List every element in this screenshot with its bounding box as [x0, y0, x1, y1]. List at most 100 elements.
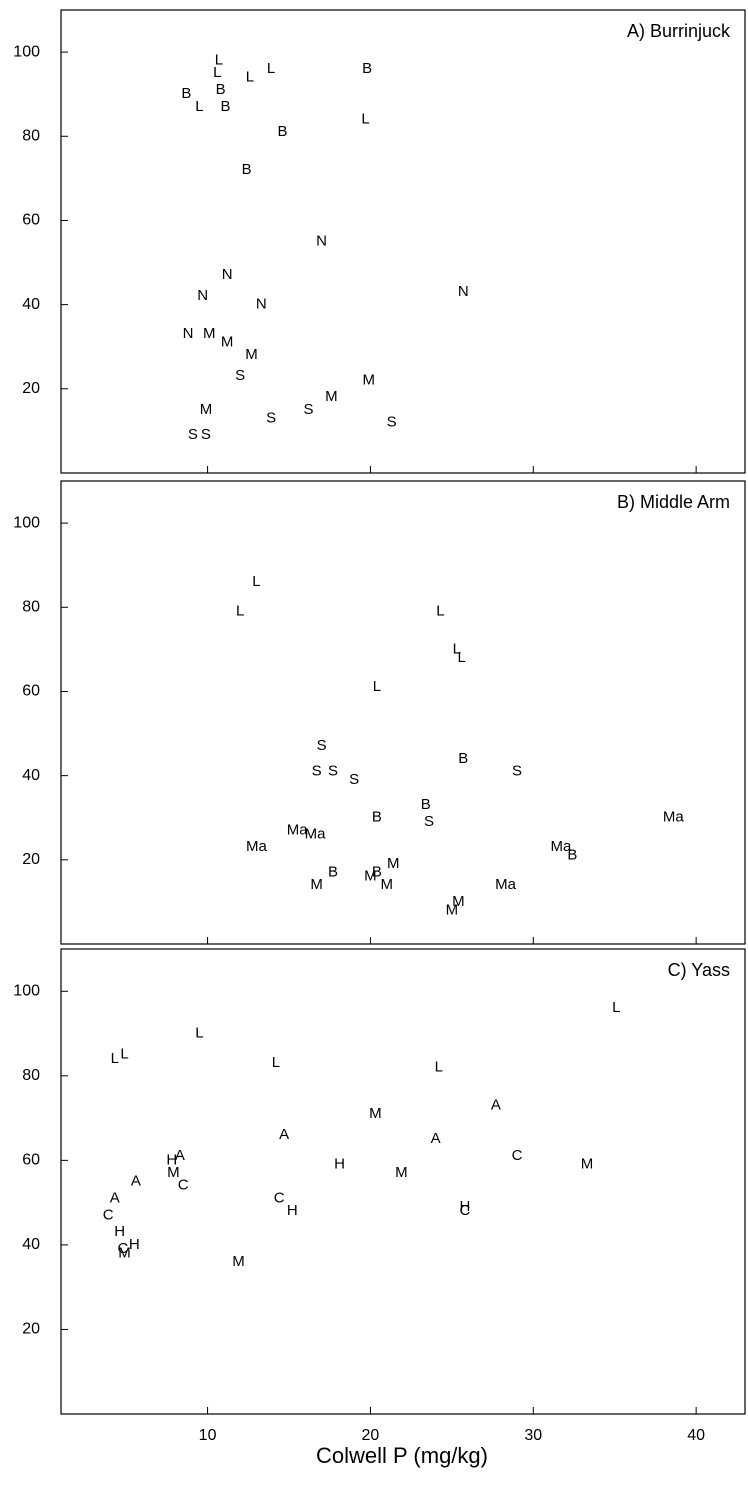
data-point: L [246, 68, 254, 85]
y-tick-label: 60 [22, 683, 40, 700]
data-point: M [395, 1164, 408, 1181]
data-point: Ma [246, 838, 267, 855]
data-point: L [120, 1046, 128, 1063]
data-point: N [458, 283, 469, 300]
data-point: N [222, 266, 233, 283]
data-point: Ma [495, 876, 516, 893]
data-point: M [245, 346, 258, 363]
data-point: M [221, 333, 234, 350]
data-point: L [612, 999, 620, 1016]
data-point: M [387, 855, 400, 872]
data-point: S [201, 426, 211, 443]
data-point: M [380, 876, 393, 893]
data-point: B [421, 796, 431, 813]
y-tick-label: 80 [22, 1067, 40, 1084]
panel-title: A) Burrinjuck [627, 21, 731, 41]
data-point: C [274, 1189, 285, 1206]
data-point: B [458, 750, 468, 767]
data-point: S [304, 401, 314, 418]
data-point: M [452, 893, 465, 910]
data-point: L [435, 1058, 443, 1075]
x-tick-label: 30 [524, 1427, 542, 1444]
y-tick-label: 100 [13, 514, 40, 531]
data-point: A [110, 1189, 120, 1206]
data-point: L [213, 64, 221, 81]
data-point: N [197, 287, 208, 304]
y-tick-label: 100 [13, 982, 40, 999]
y-tick-label: 60 [22, 1152, 40, 1169]
data-point: H [129, 1236, 140, 1253]
data-point: L [195, 1025, 203, 1042]
data-point: B [181, 85, 191, 102]
data-point: L [267, 60, 275, 77]
data-point: N [256, 296, 267, 313]
data-point: S [349, 771, 359, 788]
data-point: Ma [305, 826, 326, 843]
data-point: S [235, 367, 245, 384]
panel-title: B) Middle Arm [617, 492, 730, 512]
y-tick-label: 40 [22, 767, 40, 784]
data-point: L [236, 602, 244, 619]
data-point: A [279, 1126, 289, 1143]
data-point: C [103, 1206, 114, 1223]
data-point: N [183, 325, 194, 342]
data-point: S [312, 762, 322, 779]
y-tick-label: 40 [22, 296, 40, 313]
x-tick-label: 40 [687, 1427, 705, 1444]
data-point: B [216, 81, 226, 98]
x-tick-label: 10 [199, 1427, 217, 1444]
data-point: Ma [551, 838, 572, 855]
data-point: L [436, 602, 444, 619]
data-point: M [446, 901, 459, 918]
data-point: S [266, 409, 276, 426]
y-tick-label: 60 [22, 212, 40, 229]
data-point: M [325, 388, 338, 405]
data-point: S [424, 813, 434, 830]
data-point: L [252, 573, 260, 590]
y-tick-label: 40 [22, 1236, 40, 1253]
data-point: S [328, 762, 338, 779]
data-point: M [363, 371, 376, 388]
data-point: L [373, 678, 381, 695]
data-point: B [220, 98, 230, 115]
x-axis-title: Colwell P (mg/kg) [316, 1443, 488, 1468]
data-point: A [431, 1130, 441, 1147]
data-point: H [166, 1151, 177, 1168]
data-point: M [232, 1253, 245, 1270]
y-tick-label: 80 [22, 598, 40, 615]
panel-frame [60, 480, 746, 945]
data-point: M [369, 1105, 382, 1122]
data-point: L [272, 1054, 280, 1071]
data-point: L [195, 98, 203, 115]
data-point: B [328, 863, 338, 880]
data-point: S [387, 413, 397, 430]
data-point: C [459, 1202, 470, 1219]
data-point: M [167, 1164, 180, 1181]
data-point: M [364, 868, 377, 885]
panel-frame [60, 948, 746, 1415]
panel-title: C) Yass [668, 960, 730, 980]
data-point: M [200, 401, 213, 418]
panel-frame [60, 9, 746, 474]
y-tick-label: 20 [22, 380, 40, 397]
data-point: B [277, 123, 287, 140]
data-point: H [114, 1223, 125, 1240]
data-point: S [512, 762, 522, 779]
data-point: H [287, 1202, 298, 1219]
y-tick-label: 20 [22, 851, 40, 868]
data-point: M [118, 1244, 131, 1261]
data-point: B [242, 161, 252, 178]
y-tick-label: 100 [13, 43, 40, 60]
data-point: B [372, 809, 382, 826]
data-point: B [567, 847, 577, 864]
data-point: A [491, 1096, 501, 1113]
data-point: M [310, 876, 323, 893]
data-point: L [111, 1050, 119, 1067]
data-point: N [316, 232, 327, 249]
data-point: Ma [663, 809, 684, 826]
data-point: L [453, 640, 461, 657]
